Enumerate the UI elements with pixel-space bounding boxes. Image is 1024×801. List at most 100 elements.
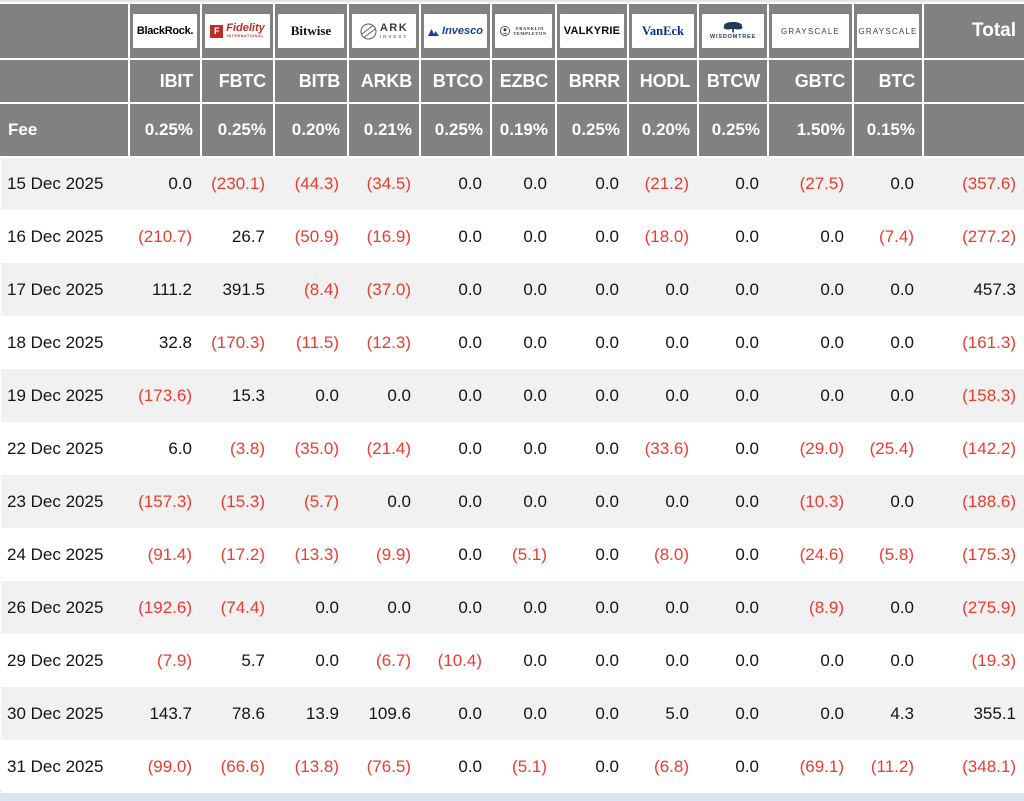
fidelity-f-icon: F [210, 24, 224, 38]
row-total-value: (348.1) [962, 756, 1016, 776]
row-total-value: (175.3) [962, 544, 1016, 564]
fee-total-spacer [922, 102, 1024, 158]
flow-value: (210.7) [138, 226, 192, 246]
flow-value: 0.0 [890, 332, 914, 352]
row-date: 26 Dec 2025 [7, 597, 104, 617]
ticker-row-spacer [0, 58, 130, 104]
flow-value: 4.3 [890, 703, 914, 723]
flow-value: 0.0 [665, 650, 689, 670]
flow-value: (50.9) [294, 226, 339, 246]
ark-subtext: INVEST [379, 33, 409, 39]
invesco-wordmark: Invesco [442, 25, 483, 37]
ticker-btcw: BTCW [697, 58, 769, 104]
flow-value: 0.0 [458, 597, 482, 617]
flow-value: (230.1) [211, 174, 265, 193]
flow-value: (13.3) [294, 544, 339, 564]
flow-value: (7.4) [879, 226, 914, 246]
flow-value: 0.0 [315, 385, 339, 405]
templeton-wordmark: TEMPLETON [513, 31, 547, 36]
franklin-logo-cell: FRANKLIN TEMPLETON [490, 2, 557, 60]
vaneck-logo: VanEck [632, 14, 694, 48]
grayscale-wordmark: GRAYSCALE [858, 26, 918, 36]
ark-invest-logo: ARK INVEST [352, 14, 416, 48]
table-row: 15 Dec 2025 0.0 (230.1) (44.3) (34.5) 0.0 0.0 0… [1, 157, 1024, 210]
flow-value: (3.8) [230, 438, 265, 458]
flow-value: 0.0 [890, 650, 914, 670]
flow-value: 0.0 [458, 332, 482, 352]
flow-value: 26.7 [231, 226, 265, 246]
row-total-value: (357.6) [962, 174, 1016, 193]
flow-value: (5.8) [879, 544, 914, 564]
row-total-value: (188.6) [962, 491, 1016, 511]
flow-value: (18.0) [644, 226, 689, 246]
wisdomtree-wordmark: WISDOMTREE [710, 34, 756, 41]
ticker-total-spacer [922, 58, 1024, 104]
flow-value: 0.0 [890, 385, 914, 405]
flow-value: 6.0 [168, 438, 192, 458]
row-total-value: (275.9) [962, 597, 1016, 617]
flow-value: 109.6 [368, 703, 411, 723]
flow-value: (5.7) [304, 491, 339, 511]
flow-value: (24.6) [799, 544, 844, 564]
flow-value: 391.5 [222, 279, 265, 299]
flow-value: 0.0 [595, 597, 619, 617]
flow-value: 0.0 [523, 226, 547, 246]
flow-value: 0.0 [458, 174, 482, 193]
row-date: 24 Dec 2025 [7, 544, 104, 564]
flow-value: 0.0 [595, 703, 619, 723]
ticker-gbtc: GBTC [767, 58, 854, 104]
flow-value: 78.6 [231, 703, 265, 723]
table-header: BlackRock. F Fidelity INTERNATIONAL Bitw… [0, 2, 1024, 158]
row-date: 23 Dec 2025 [7, 491, 104, 511]
flow-value: 0.0 [523, 385, 547, 405]
row-date: 16 Dec 2025 [7, 226, 104, 246]
row-date: 22 Dec 2025 [7, 438, 104, 458]
row-date: 17 Dec 2025 [7, 279, 104, 299]
flow-value: 0.0 [458, 438, 482, 458]
flow-value: (21.4) [366, 438, 411, 458]
table-body: 15 Dec 2025 0.0 (230.1) (44.3) (34.5) 0.0 0.0 0… [1, 157, 1024, 793]
flow-value: 111.2 [151, 279, 192, 299]
fee-ezbc: 0.19% [490, 102, 557, 158]
flow-value: (34.5) [366, 174, 411, 193]
flow-value: 0.0 [523, 332, 547, 352]
flow-value: 0.0 [523, 597, 547, 617]
flow-value: 0.0 [735, 438, 759, 458]
vaneck-logo-cell: VanEck [627, 2, 699, 60]
flow-value: 0.0 [665, 279, 689, 299]
flow-value: 0.0 [595, 438, 619, 458]
flow-value: (17.2) [220, 544, 265, 564]
flow-value: 0.0 [595, 650, 619, 670]
flow-value: 0.0 [315, 597, 339, 617]
ticker-ibit: IBIT [128, 58, 202, 104]
flow-value: 0.0 [820, 650, 844, 670]
wisdomtree-logo-cell: WISDOMTREE [697, 2, 769, 60]
row-total-value: (277.2) [962, 226, 1016, 246]
valkyrie-logo-cell: VALKYRIE [555, 2, 629, 60]
blackrock-logo: BlackRock. [133, 14, 197, 48]
flow-value: 0.0 [735, 385, 759, 405]
flow-value: (192.6) [138, 597, 192, 617]
flow-value: (10.4) [437, 650, 482, 670]
table-row: 30 Dec 2025 143.7 78.6 13.9 109.6 0.0 0.0 0.0 5.… [1, 687, 1024, 740]
flow-value: 0.0 [458, 491, 482, 511]
flow-value: 0.0 [523, 174, 547, 193]
corner-cell [0, 2, 130, 60]
ark-logo-cell: ARK INVEST [347, 2, 421, 60]
flow-value: 0.0 [458, 226, 482, 246]
flow-value: (44.3) [294, 174, 339, 193]
flow-value: 0.0 [387, 491, 411, 511]
ticker-bitb: BITB [273, 58, 349, 104]
valkyrie-wordmark: VALKYRIE [563, 25, 621, 37]
flow-value: 0.0 [315, 650, 339, 670]
table-row: 24 Dec 2025 (91.4) (17.2) (13.3) (9.9) 0.0 (5.… [1, 528, 1024, 581]
vaneck-wordmark: VanEck [642, 23, 684, 38]
flow-value: 0.0 [735, 756, 759, 776]
grayscale-wordmark: GRAYSCALE [780, 26, 841, 36]
ticker-header-row: IBIT FBTC BITB ARKB BTCO EZBC BRRR HODL … [0, 58, 1024, 104]
flow-value: 0.0 [665, 332, 689, 352]
flow-value: 0.0 [735, 279, 759, 299]
flow-value: 0.0 [820, 385, 844, 405]
flow-value: 0.0 [735, 332, 759, 352]
